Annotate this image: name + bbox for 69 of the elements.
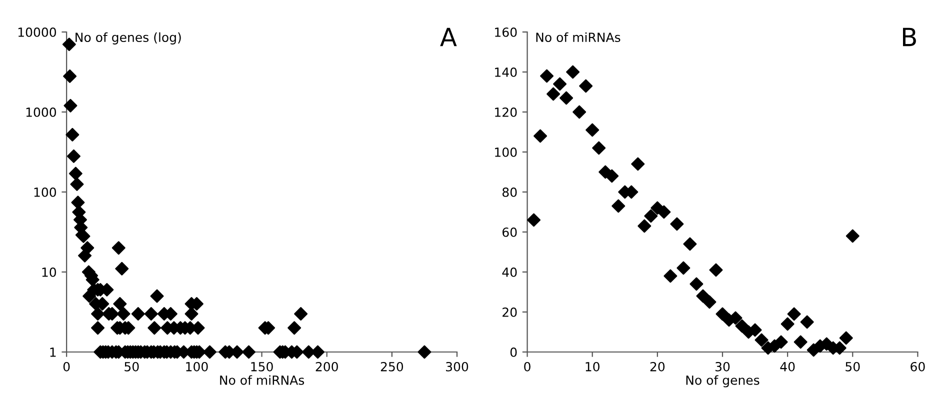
point bbox=[696, 289, 710, 303]
point bbox=[572, 105, 586, 119]
y-tick-label: 1000 bbox=[26, 107, 56, 117]
x-tick-label: 0 bbox=[524, 362, 530, 372]
y-tick-label: 60 bbox=[502, 227, 517, 237]
x-axis-title: No of genes bbox=[686, 375, 760, 388]
point bbox=[605, 169, 619, 183]
y-axis-title: No of miRNAs bbox=[536, 32, 620, 42]
y-tick-label: 20 bbox=[502, 307, 517, 317]
y-tick-label: 0 bbox=[510, 347, 517, 357]
point bbox=[839, 331, 853, 345]
y-tick-label: 40 bbox=[502, 267, 517, 277]
point bbox=[787, 307, 801, 321]
y-tick-label: 10 bbox=[42, 267, 56, 277]
x-tick-label: 150 bbox=[251, 362, 273, 372]
point bbox=[735, 319, 749, 333]
point bbox=[774, 335, 788, 349]
x-tick-label: 10 bbox=[586, 362, 600, 372]
y-tick-label: 80 bbox=[502, 187, 517, 197]
chart-title: B bbox=[903, 28, 916, 46]
point bbox=[566, 65, 580, 79]
x-tick-label: 250 bbox=[380, 362, 404, 372]
point bbox=[540, 69, 554, 83]
x-tick-label: 200 bbox=[316, 362, 338, 372]
x-tick-label: 60 bbox=[910, 362, 925, 372]
point bbox=[754, 333, 768, 347]
point bbox=[702, 295, 716, 309]
x-tick-label: 300 bbox=[446, 362, 468, 372]
point bbox=[846, 229, 860, 243]
x-tick-label: 50 bbox=[124, 362, 139, 372]
x-axis-title: No of miRNAs bbox=[220, 375, 304, 385]
point bbox=[716, 307, 730, 321]
point bbox=[676, 261, 690, 275]
y-tick-label: 10000 bbox=[18, 27, 56, 37]
point bbox=[560, 91, 574, 105]
point bbox=[664, 269, 678, 283]
point bbox=[690, 277, 704, 291]
x-tick-label: 50 bbox=[846, 362, 860, 372]
x-tick-label: 0 bbox=[63, 362, 70, 372]
y-tick-label: 100 bbox=[495, 147, 517, 157]
point bbox=[800, 315, 814, 329]
y-tick-label: 160 bbox=[495, 27, 517, 37]
point bbox=[780, 317, 794, 331]
point bbox=[631, 157, 645, 171]
y-tick-label: 120 bbox=[495, 107, 517, 117]
point bbox=[553, 77, 567, 91]
point bbox=[592, 141, 606, 155]
x-tick-label: 20 bbox=[650, 362, 665, 372]
point bbox=[612, 199, 626, 213]
point bbox=[579, 79, 593, 93]
point bbox=[644, 209, 658, 223]
x-tick-label: 40 bbox=[780, 362, 795, 372]
point bbox=[586, 123, 600, 137]
point bbox=[683, 237, 697, 251]
point bbox=[794, 335, 808, 349]
point bbox=[670, 217, 684, 231]
y-tick-label: 1 bbox=[50, 348, 56, 357]
point bbox=[657, 205, 671, 219]
x-tick-label: 100 bbox=[186, 362, 208, 372]
point bbox=[527, 213, 541, 227]
y-axis-title: No of genes (log) bbox=[76, 32, 181, 44]
point bbox=[534, 129, 548, 143]
chart-title: A bbox=[440, 28, 457, 46]
y-tick-label: 100 bbox=[34, 187, 56, 197]
point bbox=[709, 263, 723, 277]
point bbox=[546, 87, 560, 101]
point bbox=[638, 219, 652, 233]
x-tick-label: 30 bbox=[716, 362, 730, 372]
y-tick-label: 140 bbox=[495, 67, 517, 77]
